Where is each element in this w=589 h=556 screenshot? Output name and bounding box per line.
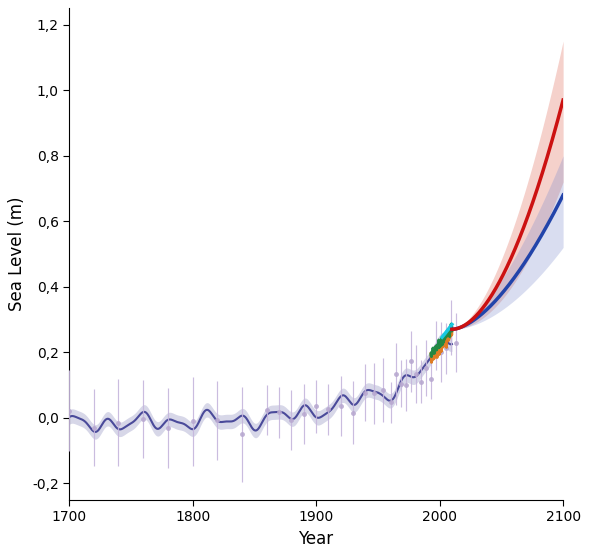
Y-axis label: Sea Level (m): Sea Level (m) bbox=[8, 197, 27, 311]
X-axis label: Year: Year bbox=[299, 530, 333, 548]
